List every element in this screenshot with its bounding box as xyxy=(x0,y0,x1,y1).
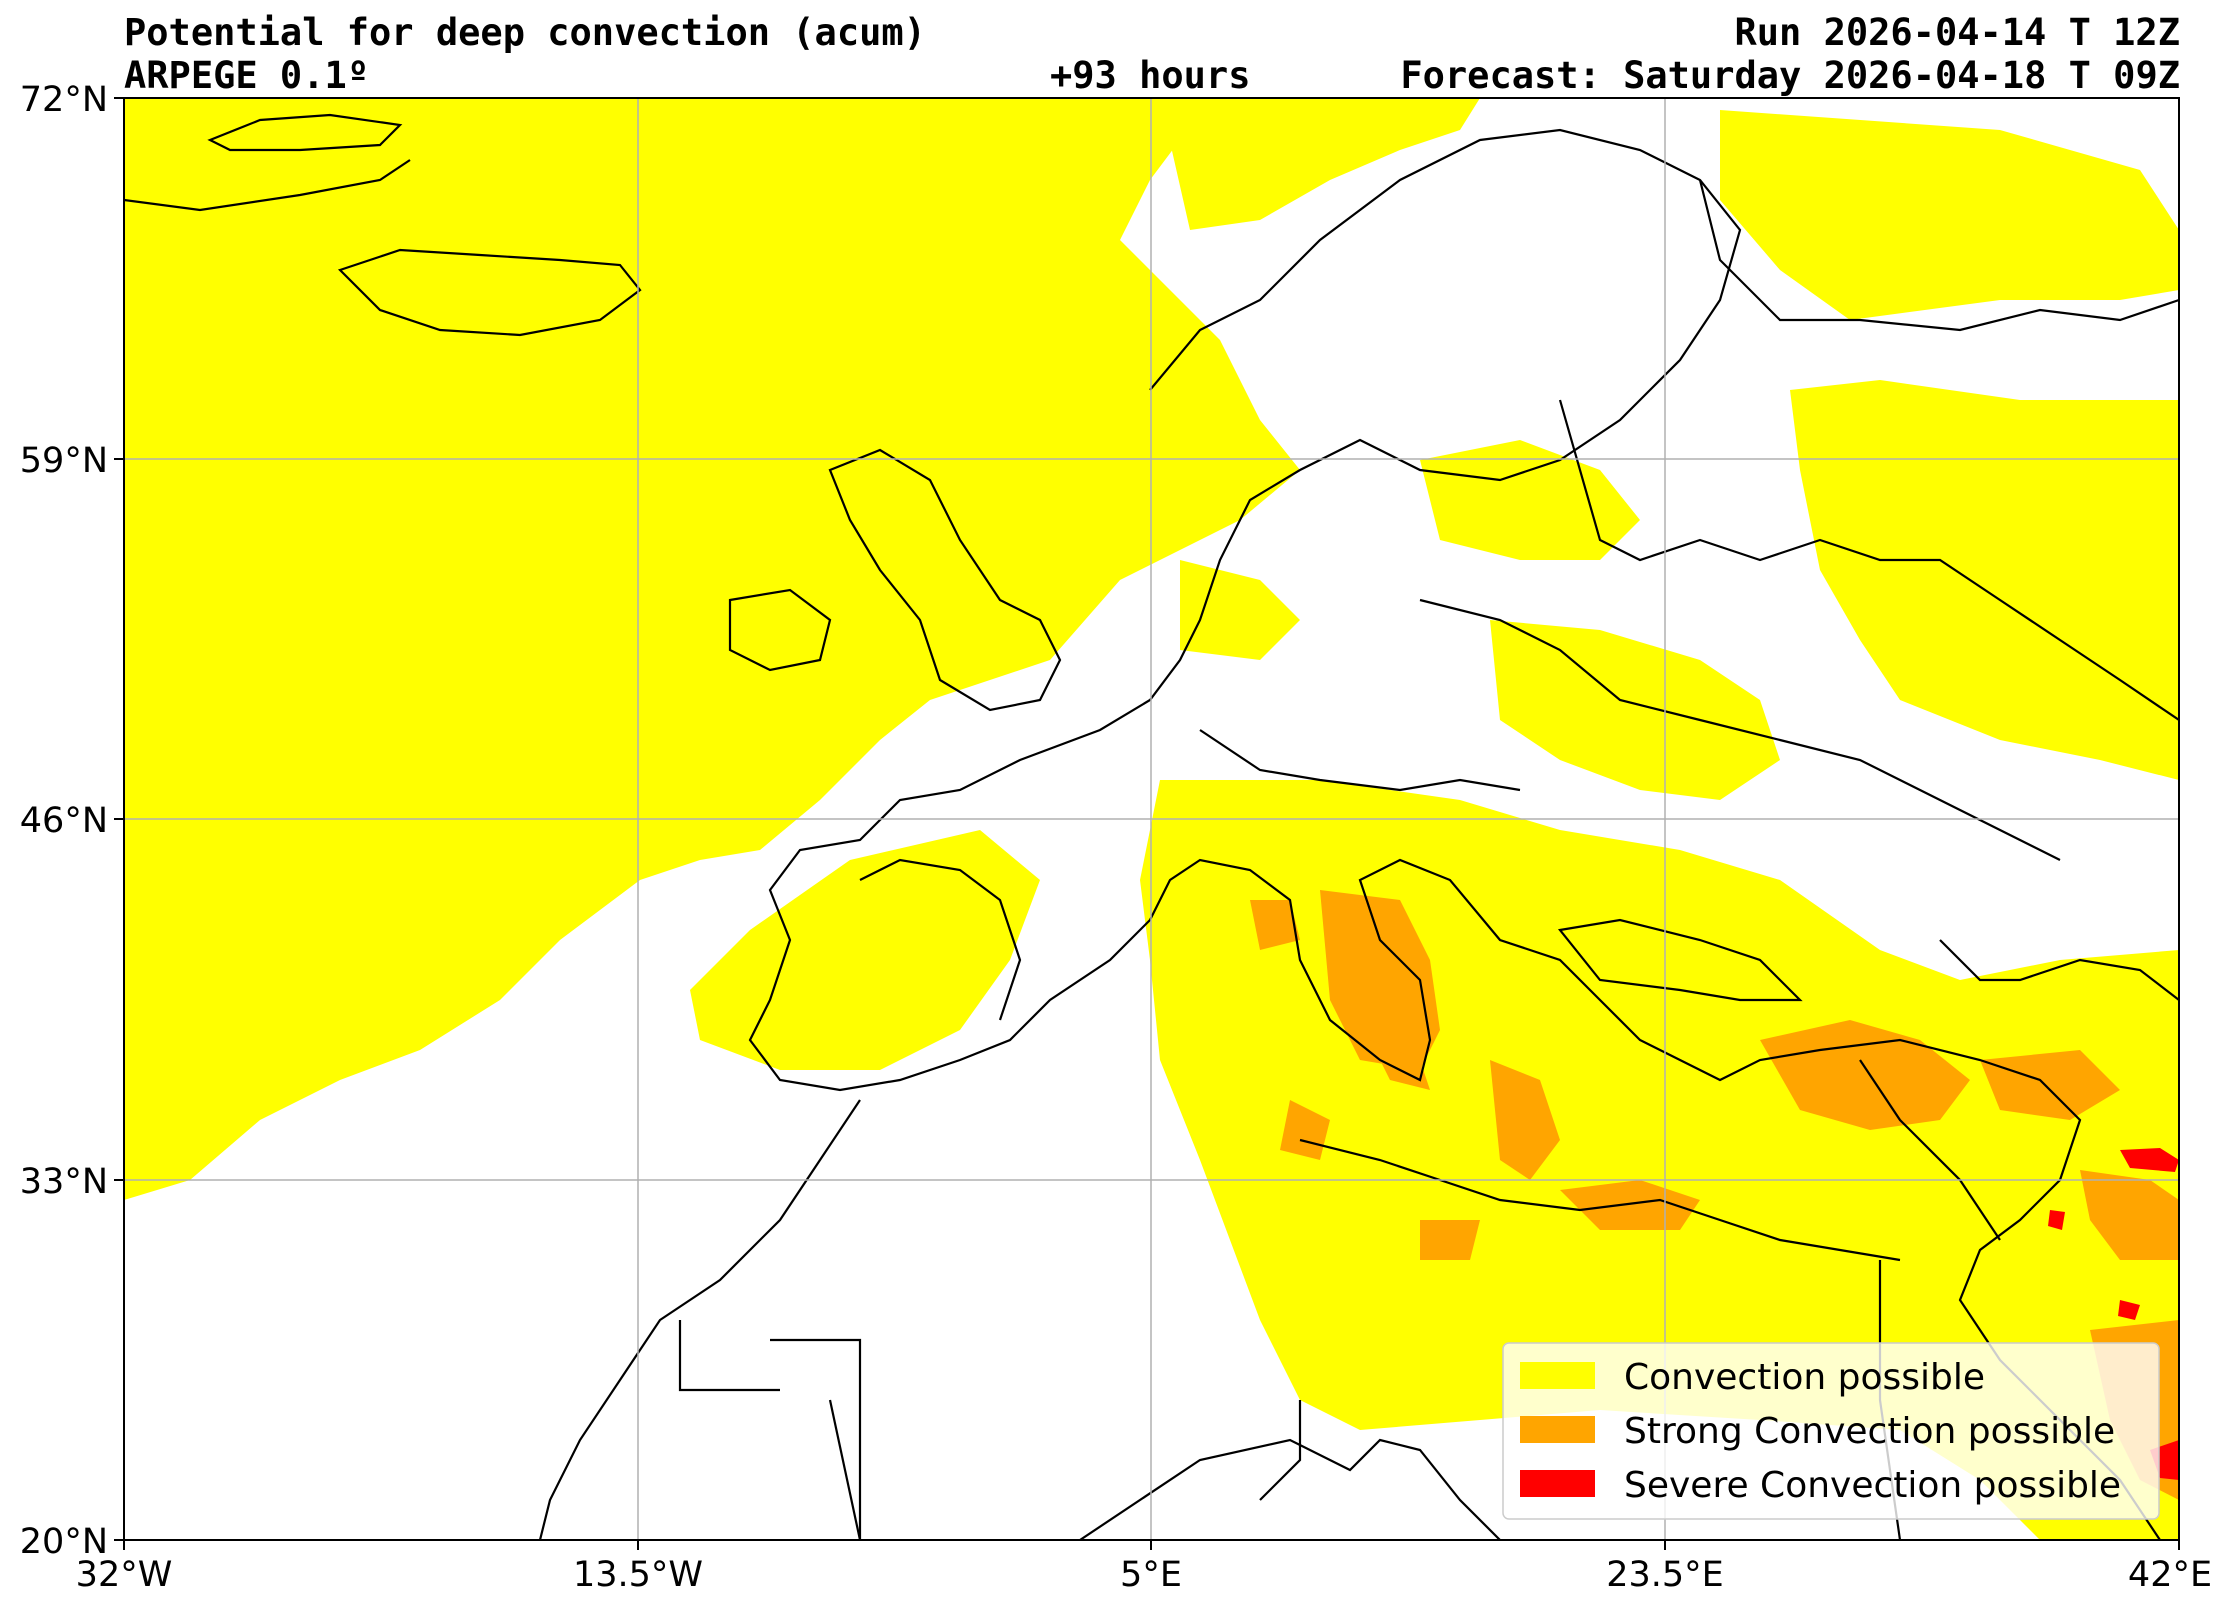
lat-tick-label: 20°N xyxy=(20,1522,108,1562)
lat-tick-label: 59°N xyxy=(20,441,108,481)
lat-tick-label: 72°N xyxy=(20,80,108,120)
legend-swatch-convection xyxy=(1520,1362,1595,1389)
lon-tick-label: 5°E xyxy=(1120,1555,1182,1595)
legend-box xyxy=(1502,1342,2160,1520)
lon-tick-label: 42°E xyxy=(2128,1555,2212,1595)
map-plot-area xyxy=(124,98,2179,1540)
lat-tick-label: 46°N xyxy=(20,801,108,841)
forecast-label: Forecast: Saturday 2026-04-18 T 09Z xyxy=(1400,54,2180,97)
lat-tick-label: 33°N xyxy=(20,1162,108,1202)
legend-label-strong: Strong Convection possible xyxy=(1624,1411,2115,1452)
lon-tick-label: 32°W xyxy=(76,1555,173,1595)
run-label: Run 2026-04-14 T 12Z xyxy=(1734,11,2180,54)
map-title: Potential for deep convection (acum) xyxy=(124,11,926,54)
latitude-ticks: 72°N 59°N 46°N 33°N 20°N xyxy=(20,80,124,1562)
lead-time-label: +93 hours xyxy=(1050,54,1251,97)
lon-tick-label: 23.5°E xyxy=(1606,1555,1724,1595)
gridlines xyxy=(124,98,2179,1540)
legend-label-severe: Severe Convection possible xyxy=(1624,1465,2121,1506)
model-label: ARPEGE 0.1º xyxy=(124,54,370,97)
legend-swatch-strong xyxy=(1520,1416,1595,1443)
legend-swatch-severe xyxy=(1520,1470,1595,1497)
lon-tick-label: 13.5°W xyxy=(573,1555,703,1595)
longitude-ticks: 32°W 13.5°W 5°E 23.5°E 42°E xyxy=(76,1540,2212,1595)
legend-label-convection: Convection possible xyxy=(1624,1357,1985,1398)
legend: Convection possible Strong Convection po… xyxy=(1502,1342,2160,1520)
